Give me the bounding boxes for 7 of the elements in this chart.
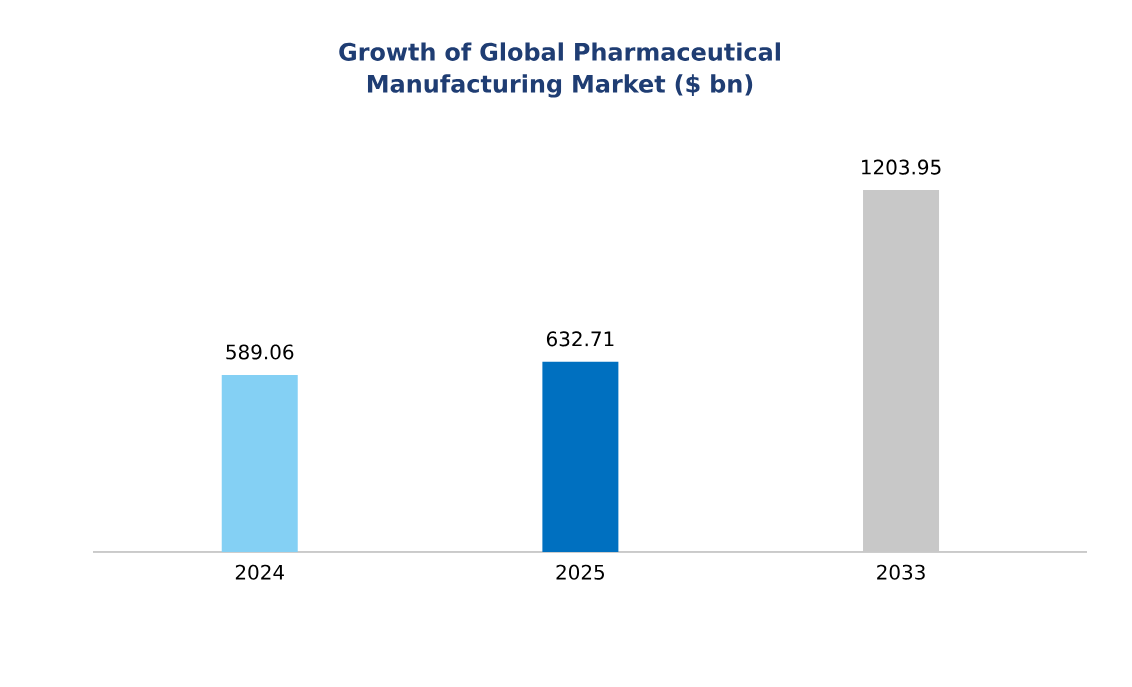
x-tick-label: 2025 xyxy=(556,564,604,580)
x-tick-label: 2024 xyxy=(235,564,284,580)
x-tick-label: 2033 xyxy=(877,564,925,580)
data-label: 632.71 xyxy=(546,331,614,347)
chart-title: Growth of Global Pharmaceutical Manufacturing Market ($ bn) xyxy=(339,42,780,98)
data-label: 1203.95 xyxy=(862,159,941,175)
data-label: 589.06 xyxy=(226,344,294,360)
